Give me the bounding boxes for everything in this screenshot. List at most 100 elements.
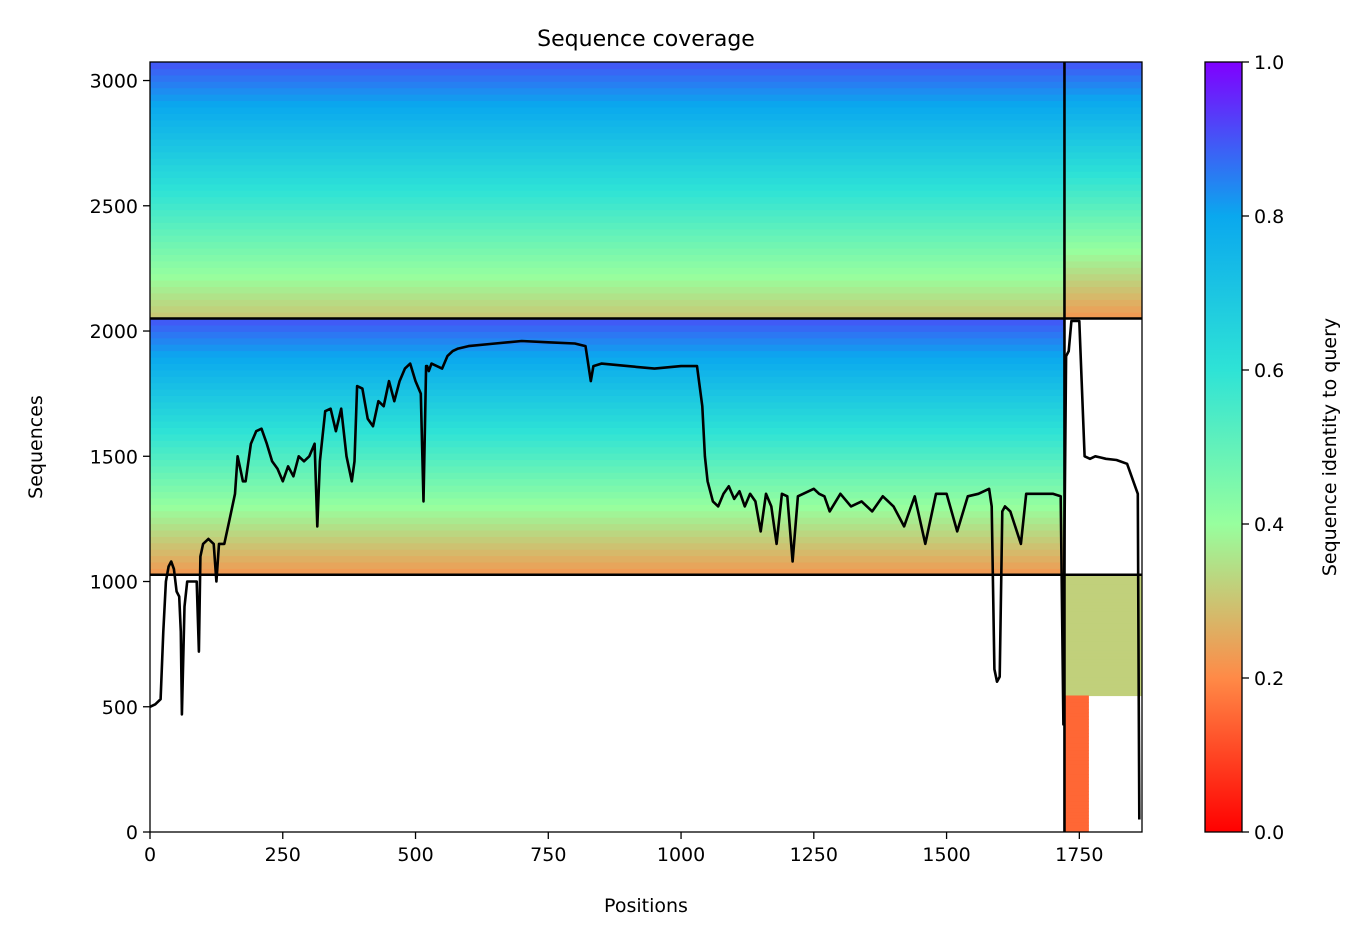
heatmap-cell <box>150 536 1065 544</box>
x-tick-label: 0 <box>144 844 156 866</box>
heatmap-cell <box>150 126 1065 134</box>
colorbar-tick-label: 0.4 <box>1254 514 1284 536</box>
heatmap-cell <box>1064 729 1089 734</box>
x-tick-label: 1750 <box>1055 844 1103 866</box>
heatmap-cell <box>1064 604 1142 609</box>
heatmap-cell <box>1064 241 1142 249</box>
heatmap-cell <box>1064 586 1142 591</box>
heatmap-cell <box>150 427 1065 435</box>
heatmap-cell <box>1064 825 1089 830</box>
heatmap-cell <box>1064 203 1142 211</box>
heatmap-cell <box>1064 780 1089 785</box>
heatmap-cell <box>1064 635 1142 639</box>
heatmap-cell <box>150 94 1065 102</box>
heatmap-cell <box>150 472 1065 480</box>
heatmap-cell <box>150 68 1065 76</box>
heatmap-cell <box>1064 292 1142 300</box>
heatmap-cell <box>1064 808 1089 813</box>
heatmap-cell <box>1064 662 1142 666</box>
heatmap-cell <box>150 414 1065 422</box>
heatmap-cell <box>150 497 1065 505</box>
heatmap-cell <box>150 74 1065 82</box>
heatmap-cell <box>1064 641 1142 645</box>
heatmap-cell <box>150 254 1065 262</box>
heatmap-cell <box>1064 698 1089 703</box>
heatmap-cell <box>150 87 1065 95</box>
heatmap-cell <box>150 356 1065 364</box>
heatmap-cell <box>1064 719 1089 724</box>
heatmap-cell <box>1064 94 1142 102</box>
heatmap-cell <box>150 395 1065 403</box>
heatmap-cell <box>150 273 1065 281</box>
heatmap-cell <box>150 517 1065 525</box>
heatmap-cell <box>1064 777 1089 782</box>
heatmap-cell <box>150 190 1065 198</box>
heatmap-cell <box>150 171 1065 179</box>
y-axis: 0 500 1000 1500 2000 2500 3000 <box>90 71 150 844</box>
heatmap-cell <box>1064 267 1142 275</box>
heatmap-cell <box>150 241 1065 249</box>
heatmap-cell <box>1064 686 1142 691</box>
heatmap-cell <box>1064 592 1142 597</box>
heatmap-cell <box>1064 665 1142 669</box>
heatmap-cell <box>1064 235 1142 243</box>
heatmap-cell <box>150 305 1065 313</box>
heatmap-cell <box>150 382 1065 390</box>
heatmap-cell <box>150 62 1065 70</box>
heatmap-cell <box>150 549 1065 557</box>
heatmap-cell <box>1064 617 1142 621</box>
heatmap-cell <box>1064 743 1089 748</box>
heatmap-cell <box>150 196 1065 204</box>
heatmap-cell <box>150 324 1065 332</box>
heatmap-cell <box>1064 68 1142 76</box>
heatmap-cell <box>150 318 1065 326</box>
heatmap-cell <box>1064 756 1089 761</box>
heatmap-cell <box>150 235 1065 243</box>
heatmap-cell <box>150 408 1065 416</box>
x-tick-label: 1000 <box>657 844 705 866</box>
heatmap-cell <box>150 280 1065 288</box>
heatmap-cell <box>150 388 1065 396</box>
heatmap-cell <box>1064 574 1142 579</box>
heatmap-cell <box>1064 784 1089 789</box>
heatmap-cell <box>150 369 1065 377</box>
heatmap-cell <box>1064 138 1142 146</box>
heatmap-cell <box>1064 106 1142 114</box>
heatmap-cell <box>1064 650 1142 654</box>
heatmap-cell <box>150 119 1065 127</box>
heatmap-cell <box>1064 811 1089 816</box>
heatmap-cell <box>150 523 1065 531</box>
heatmap-cell <box>1064 196 1142 204</box>
heatmap-cell <box>1064 613 1142 618</box>
heatmap-cell <box>1064 610 1142 615</box>
y-tick-label: 2000 <box>90 321 138 343</box>
x-tick-label: 1250 <box>790 844 838 866</box>
heatmap-cell <box>150 401 1065 409</box>
heatmap-cell <box>150 203 1065 211</box>
heatmap-cell <box>1064 644 1142 648</box>
x-tick-label: 250 <box>265 844 301 866</box>
heatmap-cell <box>150 331 1065 339</box>
heatmap-cell <box>150 299 1065 307</box>
heatmap-cell <box>150 453 1065 461</box>
heatmap-cell <box>1064 763 1089 768</box>
x-tick-label: 500 <box>397 844 433 866</box>
y-tick-label: 3000 <box>90 71 138 93</box>
colorbar-label: Sequence identity to query <box>1319 318 1341 576</box>
heatmap-cell <box>150 81 1065 89</box>
heatmap-cell <box>1064 126 1142 134</box>
heatmap-cell <box>1064 113 1142 121</box>
heatmap-cell <box>1064 580 1142 585</box>
heatmap-cell <box>150 286 1065 294</box>
colorbar-tick-label: 0.6 <box>1254 360 1284 382</box>
colorbar-tick-label: 1.0 <box>1254 52 1284 74</box>
heatmap-cell <box>150 555 1065 563</box>
heatmap-cell <box>1064 695 1089 700</box>
heatmap-cell <box>1064 100 1142 108</box>
heatmap-cell <box>1064 183 1142 191</box>
heatmap-cell <box>150 529 1065 537</box>
heatmap-cell <box>1064 689 1142 694</box>
heatmap-cell <box>150 337 1065 345</box>
x-axis: 0 250 500 750 1000 1250 1500 1750 <box>144 832 1104 866</box>
